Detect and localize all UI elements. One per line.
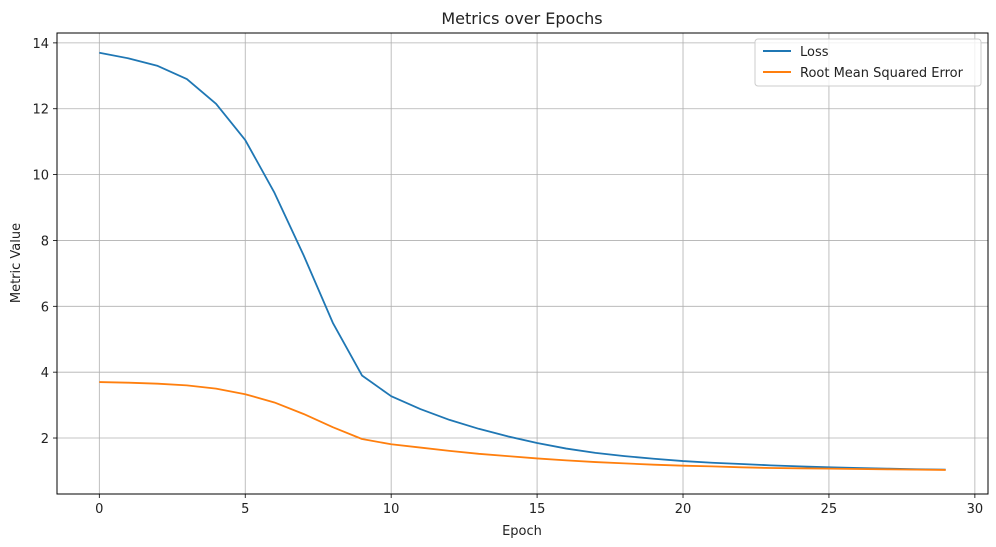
- x-tick-label: 0: [95, 502, 103, 517]
- x-tick-label: 10: [383, 502, 400, 517]
- y-tick-label: 14: [32, 37, 49, 52]
- grid: [57, 33, 988, 494]
- legend: Loss Root Mean Squared Error: [754, 38, 982, 87]
- x-tick-label: 5: [241, 502, 249, 517]
- plot-frame: [56, 32, 989, 495]
- y-tick-label: 6: [41, 300, 49, 315]
- series-lines: [99, 51, 946, 471]
- series-line-loss: [99, 51, 946, 471]
- tick-labels: 0 5 10 15 20 25 30 2 4 6 8 10 12 14: [32, 37, 983, 517]
- y-tick-label: 4: [41, 366, 49, 381]
- y-axis-label: Metric Value: [9, 223, 24, 303]
- legend-label-rmse: Root Mean Squared Error: [800, 66, 964, 81]
- legend-box: [754, 38, 982, 87]
- chart-title: Metrics over Epochs: [441, 9, 602, 28]
- x-tick-label: 20: [675, 502, 692, 517]
- y-tick-label: 2: [41, 432, 49, 447]
- x-axis-label: Epoch: [502, 524, 542, 539]
- x-tick-label: 25: [821, 502, 838, 517]
- x-tick-label: 30: [967, 502, 984, 517]
- series-line-rmse: [99, 381, 946, 471]
- y-tick-label: 8: [41, 234, 49, 249]
- y-tick-label: 12: [32, 103, 49, 118]
- x-tick-label: 15: [529, 502, 546, 517]
- y-tick-label: 10: [32, 169, 49, 184]
- legend-label-loss: Loss: [800, 45, 829, 60]
